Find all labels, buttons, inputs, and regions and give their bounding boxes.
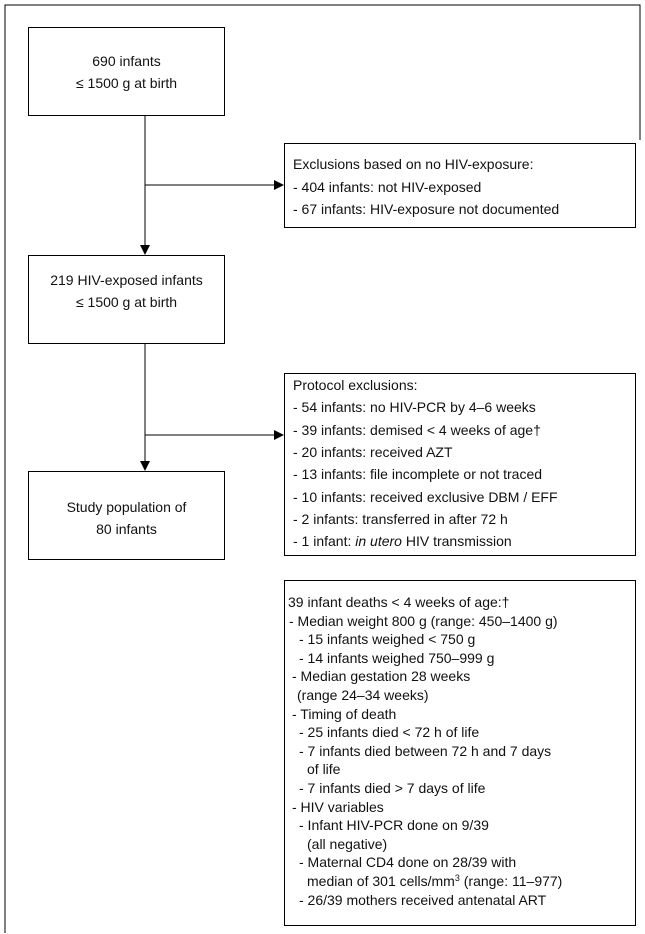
text-line: - Median weight 800 g (range: 450–1400 g…: [289, 612, 558, 629]
text-line: - 54 infants: no HIV-PCR by 4–6 weeks: [293, 399, 536, 416]
text-line: Study population of: [66, 499, 187, 515]
text-line: - Infant HIV-PCR done on 9/39: [299, 817, 489, 834]
text-line: ≤ 1500 g at birth: [75, 294, 178, 310]
text-line: 219 HIV-exposed infants: [50, 272, 203, 288]
text-line: 690 infants: [92, 53, 161, 69]
text-line: (range 24–34 weeks): [297, 687, 429, 703]
text-line: - 14 infants weighed 750–999 g: [299, 649, 495, 666]
text-line: - 7 infants died > 7 days of life: [299, 780, 486, 796]
text-part: 3: [454, 873, 460, 883]
text-part: - 1 infant:: [293, 533, 356, 550]
text-part: HIV transmission: [401, 533, 512, 550]
text-part: in utero: [355, 533, 402, 550]
text-line: (all negative): [307, 835, 388, 852]
text-line: - 13 infants: file incomplete or not tra…: [293, 466, 543, 483]
flow-box: Protocol exclusions: - 54 infants: no HIV…: [284, 373, 636, 556]
text-line: - 10 infants: received exclusive DBM / E…: [293, 488, 558, 505]
text-line: ≤ 1500 g at birth: [75, 75, 178, 91]
text-line: 39 infant deaths < 4 weeks of age:†: [288, 594, 510, 610]
flow-box: 219 HIV-exposed infants ≤ 1500 g at birth: [28, 255, 225, 344]
text-line: of life: [307, 761, 341, 778]
text-line: 80 infants: [96, 521, 157, 537]
text-line: - 2 infants: transferred in after 72 h: [293, 510, 508, 527]
text-line: - 67 infants: HIV-exposure not documente…: [293, 201, 560, 217]
text-line: - Timing of death: [292, 705, 397, 722]
text-part: median of 301 cells/mm: [307, 873, 455, 889]
text-line: - 404 infants: not HIV-exposed: [293, 178, 482, 195]
text-line: - 15 infants weighed < 750 g: [299, 631, 476, 648]
flow-box: 690 infants ≤ 1500 g at birth: [28, 27, 225, 116]
text-part: (range: 11–977): [459, 873, 563, 889]
text-line: - 26/39 mothers received antenatal ART: [299, 891, 547, 908]
text-line: - 25 infants died < 72 h of life: [299, 724, 480, 741]
text-line: Exclusions based on no HIV-exposure:: [293, 156, 534, 172]
text-line: - 7 infants died between 72 h and 7 days: [299, 742, 552, 759]
text-line: - 1 infant: in utero HIV transmission: [293, 532, 512, 550]
text-line: median of 301 cells/mm3 (range: 11–977): [307, 872, 562, 890]
text-line: - 39 infants: demised < 4 weeks of age†: [293, 421, 541, 438]
text-line: - Maternal CD4 done on 28/39 with: [299, 854, 517, 871]
text-line: Protocol exclusions:: [293, 377, 418, 393]
figure-frame: [4, 4, 641, 933]
text-line: - HIV variables: [292, 798, 384, 815]
flow-box: Study population of 80 infants: [28, 471, 225, 560]
text-line: - 20 infants: received AZT: [293, 443, 453, 460]
flow-box: 39 infant deaths < 4 weeks of age:† - Med…: [284, 580, 636, 926]
text-line: - Median gestation 28 weeks: [292, 668, 471, 685]
flow-box: Exclusions based on no HIV-exposure: - 40…: [284, 143, 636, 228]
